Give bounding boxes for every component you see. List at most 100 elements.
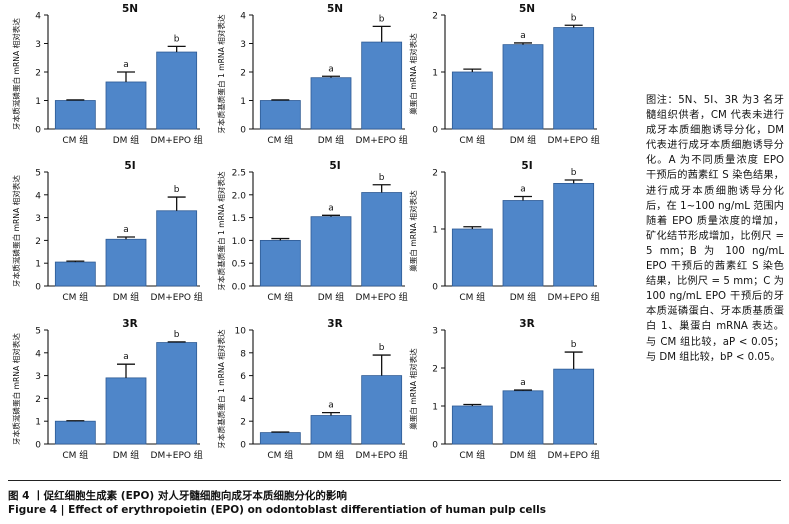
- bar: [310, 77, 352, 130]
- x-tick-label: CM 组: [267, 291, 293, 303]
- bar: [502, 390, 544, 445]
- significance-label: b: [379, 173, 385, 183]
- y-tick-label: 10: [235, 327, 247, 337]
- y-tick-label: 3: [240, 40, 246, 50]
- chart-panel-2: 5N 牙本质基质蛋白 1 mRNA 相对表达 0 1 2 3 4 CM 组 a DM 组 b DM+E…: [216, 3, 408, 146]
- y-tick-label: 0.0: [232, 283, 247, 293]
- y-tick-label: 3: [35, 214, 41, 224]
- significance-label: a: [520, 185, 526, 195]
- significance-label: b: [571, 340, 577, 350]
- significance-label: b: [379, 343, 385, 353]
- bar: [361, 192, 403, 287]
- y-tick-label: 1: [35, 97, 41, 107]
- significance-label: b: [174, 330, 180, 340]
- x-tick-label: DM+EPO 组: [151, 134, 203, 146]
- bar: [105, 377, 147, 445]
- significance-label: a: [328, 64, 334, 74]
- y-tick-label: 2: [35, 69, 41, 79]
- bar: [156, 210, 198, 287]
- y-tick-label: 2.0: [232, 191, 247, 201]
- y-tick-label: 1: [432, 226, 438, 236]
- bar: [259, 239, 301, 287]
- y-tick-label: 0: [35, 441, 41, 451]
- y-tick-label: 5: [35, 327, 41, 337]
- y-tick-label: 1.5: [232, 214, 246, 224]
- bar: [361, 375, 403, 445]
- y-tick-label: 1: [35, 260, 41, 270]
- chart-title: 5N: [519, 3, 535, 15]
- y-tick-label: 5: [35, 169, 41, 179]
- y-tick-label: 0: [35, 283, 41, 293]
- y-tick-label: 3: [35, 40, 41, 50]
- x-tick-label: DM 组: [113, 134, 140, 146]
- bar: [54, 261, 96, 287]
- y-tick-label: 2: [240, 418, 246, 428]
- y-axis-label: 牙本质基质蛋白 1 mRNA 相对表达: [216, 171, 226, 291]
- x-tick-label: DM+EPO 组: [356, 449, 408, 461]
- x-tick-label: DM 组: [318, 134, 345, 146]
- y-tick-label: 2.5: [232, 169, 246, 179]
- y-tick-label: 2: [35, 237, 41, 247]
- figure-caption-chinese: 图 4 丨促红细胞生成素 (EPO) 对人牙髓细胞向成牙本质细胞分化的影响: [8, 490, 347, 502]
- chart-panel-6: 5I 巢蛋白 mRNA 相对表达 0 1 2 CM 组 a DM 组 b DM+EPO 组: [408, 160, 600, 303]
- y-tick-label: 8: [240, 349, 246, 359]
- x-tick-label: DM 组: [510, 449, 537, 461]
- x-tick-label: CM 组: [459, 291, 485, 303]
- bar-chart-grid: 5N 牙本质涎磷蛋白 mRNA 相对表达 0 1 2 3 4 CM 组 a DM 组 b DM+EPO…: [11, 3, 600, 461]
- chart-title: 3R: [122, 318, 137, 330]
- chart-panel-7: 3R 牙本质涎磷蛋白 mRNA 相对表达 0 1 2 3 4 5 CM 组 a DM 组 b DM+EP…: [11, 318, 203, 461]
- x-tick-label: DM+EPO 组: [151, 291, 203, 303]
- bar: [361, 41, 403, 130]
- x-tick-label: CM 组: [62, 134, 88, 146]
- y-tick-label: 0.5: [232, 260, 246, 270]
- x-tick-label: DM 组: [113, 291, 140, 303]
- y-axis-label: 牙本质涎磷蛋白 mRNA 相对表达: [11, 18, 21, 130]
- bar: [553, 182, 595, 287]
- x-tick-label: DM+EPO 组: [151, 449, 203, 461]
- y-tick-label: 2: [432, 169, 438, 179]
- x-tick-label: CM 组: [267, 449, 293, 461]
- chart-title: 5N: [327, 3, 343, 15]
- y-axis-label: 牙本质涎磷蛋白 mRNA 相对表达: [11, 175, 21, 287]
- significance-label: a: [328, 203, 334, 213]
- significance-label: a: [123, 352, 129, 362]
- y-tick-label: 2: [240, 69, 246, 79]
- significance-label: b: [571, 168, 577, 178]
- figure-legend-note: 图注：5N、5I、3R 为3 名牙髓组织供者，CM 代表未进行成牙本质细胞诱导分…: [646, 95, 784, 363]
- bar: [310, 415, 352, 445]
- chart-title: 5N: [122, 3, 138, 15]
- y-tick-label: 1: [432, 69, 438, 79]
- chart-panel-8: 3R 牙本质基质蛋白 1 mRNA 相对表达 0 2 4 6 8 10 CM 组 a DM 组 b DM…: [216, 318, 408, 461]
- y-tick-label: 4: [35, 349, 41, 359]
- significance-label: a: [123, 225, 129, 235]
- significance-label: b: [379, 14, 385, 24]
- bar: [553, 27, 595, 130]
- chart-panel-3: 5N 巢蛋白 mRNA 相对表达 0 1 2 CM 组 a DM 组 b DM+EPO 组: [408, 3, 600, 146]
- y-axis-label: 牙本质涎磷蛋白 mRNA 相对表达: [11, 333, 21, 445]
- bar: [502, 200, 544, 287]
- x-tick-label: CM 组: [62, 449, 88, 461]
- y-tick-label: 3: [35, 372, 41, 382]
- y-tick-label: 1.0: [232, 237, 247, 247]
- bar: [105, 81, 147, 130]
- bar: [451, 228, 493, 287]
- figure-caption-english: Figure 4 | Effect of erythropoietin (EPO…: [8, 504, 546, 516]
- y-tick-label: 4: [240, 395, 246, 405]
- x-tick-label: CM 组: [459, 134, 485, 146]
- x-tick-label: DM 组: [318, 449, 345, 461]
- significance-label: a: [123, 60, 129, 70]
- y-tick-label: 1: [35, 418, 41, 428]
- chart-panel-9: 3R 巢蛋白 mRNA 相对表达 0 1 2 3 CM 组 a DM 组 b DM+EPO 组: [408, 318, 600, 461]
- chart-title: 5I: [521, 160, 532, 172]
- bar: [451, 405, 493, 445]
- y-tick-label: 4: [240, 12, 246, 22]
- y-tick-label: 1: [432, 403, 438, 413]
- x-tick-label: DM 组: [510, 134, 537, 146]
- y-axis-label: 巢蛋白 mRNA 相对表达: [408, 33, 418, 115]
- x-tick-label: DM+EPO 组: [356, 291, 408, 303]
- bar: [259, 432, 301, 445]
- y-tick-label: 0: [432, 441, 438, 451]
- y-tick-label: 2: [432, 365, 438, 375]
- bar: [553, 368, 595, 445]
- x-tick-label: CM 组: [459, 449, 485, 461]
